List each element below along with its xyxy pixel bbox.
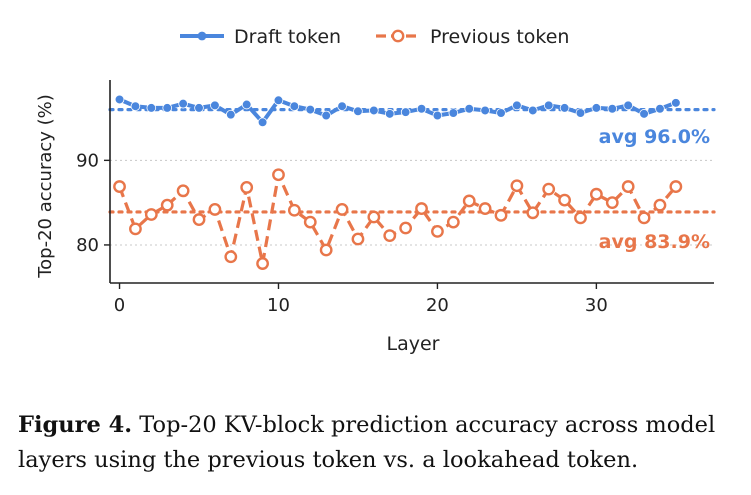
data-point <box>399 221 413 235</box>
data-point <box>415 202 428 215</box>
legend-label: Draft token <box>234 26 341 48</box>
data-point <box>210 100 220 111</box>
data-point <box>241 99 252 110</box>
data-point <box>319 243 333 257</box>
data-point <box>208 203 222 216</box>
average-lines: avg 96.0% avg 83.9% <box>108 108 716 253</box>
grid <box>110 159 714 246</box>
data-point <box>512 100 522 111</box>
data-point <box>510 179 524 193</box>
data-point <box>623 100 633 111</box>
x-axis-label: Layer <box>387 333 440 355</box>
data-point <box>367 210 381 224</box>
data-point <box>353 106 363 117</box>
data-point <box>589 187 603 201</box>
x-tick-label: 0 <box>114 295 125 316</box>
data-point <box>240 181 254 194</box>
average-label: avg 83.9% <box>599 231 710 253</box>
data-point <box>226 109 236 120</box>
data-point <box>431 225 444 238</box>
data-point <box>464 103 475 114</box>
data-point <box>289 101 300 112</box>
data-point <box>130 101 141 112</box>
data-point <box>494 208 508 222</box>
data-point <box>224 250 238 264</box>
data-point <box>527 105 538 116</box>
data-point <box>637 211 651 225</box>
data-point <box>543 100 554 111</box>
data-point <box>369 105 379 116</box>
data-point <box>129 222 142 236</box>
data-point <box>574 211 587 225</box>
series-group <box>113 94 683 270</box>
data-point <box>671 98 681 108</box>
y-axis-label: Top-20 accuracy (%) <box>35 94 56 279</box>
data-point <box>655 103 665 114</box>
data-point <box>653 198 667 212</box>
chart: Draft token Previous token avg 96.0% avg 8… <box>35 26 716 355</box>
data-point <box>446 215 460 229</box>
x-tick-label: 20 <box>426 295 449 316</box>
data-point <box>351 232 365 246</box>
data-point <box>669 180 683 193</box>
data-point <box>559 103 570 113</box>
data-point <box>176 184 190 198</box>
y-tick-label: 80 <box>76 235 99 256</box>
data-point <box>113 180 126 193</box>
y-tick-label: 90 <box>76 150 99 171</box>
x-tick-label: 30 <box>585 295 608 316</box>
data-point <box>384 109 395 119</box>
data-point <box>272 168 285 182</box>
legend-marker <box>391 29 405 43</box>
data-point <box>287 203 301 217</box>
data-point <box>383 229 397 243</box>
data-point <box>591 103 602 113</box>
data-point <box>526 206 540 220</box>
data-point <box>575 108 586 118</box>
caption-label: Figure 4. <box>18 412 133 438</box>
x-tick-label: 10 <box>267 295 290 316</box>
data-point <box>432 110 443 121</box>
data-point <box>558 193 571 207</box>
data-point <box>162 103 173 113</box>
data-point <box>335 203 349 216</box>
data-point <box>321 110 331 121</box>
data-point <box>480 105 490 116</box>
legend-marker <box>197 31 207 41</box>
data-point <box>400 107 411 117</box>
data-point <box>305 104 316 115</box>
average-label: avg 96.0% <box>599 126 710 148</box>
data-point <box>257 117 268 128</box>
data-point <box>605 196 619 210</box>
axes: 0 10 20 30 80 90 <box>76 80 714 316</box>
data-point <box>542 182 556 196</box>
data-point <box>303 215 317 229</box>
data-point <box>273 95 284 106</box>
data-point <box>478 202 492 215</box>
caption-text: Top-20 KV-block prediction accuracy acro… <box>18 412 716 473</box>
data-point <box>416 103 427 114</box>
legend: Draft token Previous token <box>180 26 569 48</box>
data-point <box>192 213 206 226</box>
data-point <box>621 180 635 193</box>
data-point <box>337 101 347 112</box>
data-point <box>146 103 157 113</box>
data-point <box>639 109 649 119</box>
data-point <box>160 198 174 212</box>
figure-caption: Figure 4. Top-20 KV-block prediction acc… <box>18 408 743 478</box>
data-point <box>256 257 269 270</box>
data-point <box>178 98 188 109</box>
data-point <box>144 208 158 221</box>
data-point <box>114 94 125 105</box>
data-point <box>194 103 204 113</box>
data-point <box>448 108 459 118</box>
data-point <box>607 103 618 114</box>
data-point <box>462 194 476 208</box>
legend-label: Previous token <box>430 26 569 48</box>
data-point <box>496 108 506 118</box>
